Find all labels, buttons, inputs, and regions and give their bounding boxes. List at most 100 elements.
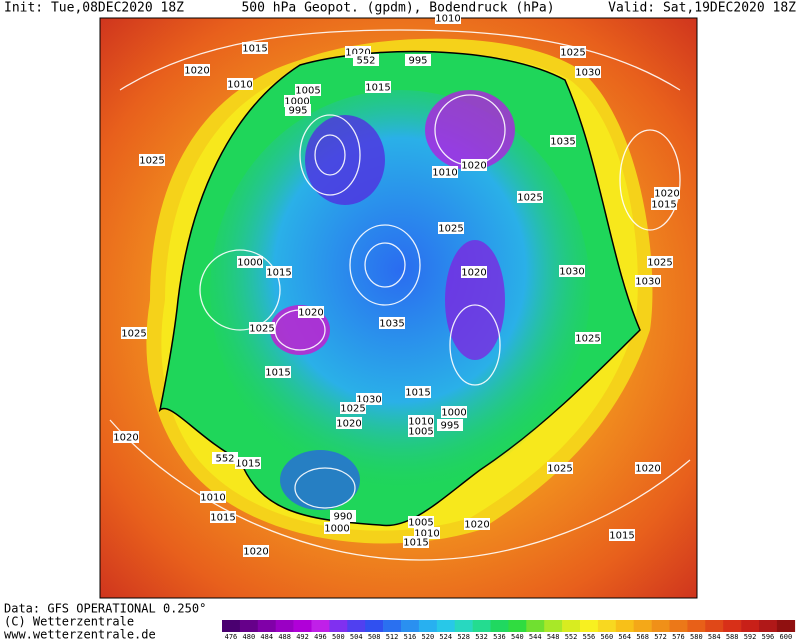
isobar-label-box [654, 187, 680, 199]
isobar-label-box [340, 402, 366, 414]
isobar-label-box [438, 222, 464, 234]
colorbar-label: 500 [332, 633, 345, 641]
colorbar-swatch [257, 620, 276, 632]
isobar-label-box [285, 104, 311, 116]
url: www.wetterzentrale.de [4, 628, 156, 642]
isobar-label-box [575, 332, 601, 344]
isobar-label-box [403, 536, 429, 548]
isobar-label: 1020 [345, 48, 370, 59]
isobar-label: 1000 [284, 97, 309, 108]
colorbar-label: 496 [314, 633, 327, 641]
init: Init: Tue,08DEC2020 18Z [4, 1, 184, 16]
isobar-label-box [408, 415, 434, 427]
colorbar-swatch [365, 620, 384, 632]
isobar-label-box [121, 327, 147, 339]
isobar-label: 1035 [379, 319, 404, 330]
isobar-label: 1015 [365, 83, 390, 94]
colorbar-swatch [633, 620, 652, 632]
colorbar-label: 520 [422, 633, 435, 641]
isobar-label: 995 [288, 106, 307, 117]
isobar-label: 1015 [405, 388, 430, 399]
isobar-label: 1025 [517, 193, 542, 204]
colorbar-label: 564 [618, 633, 631, 641]
isobar-label-box [324, 522, 350, 534]
isobar-label: 1020 [298, 308, 323, 319]
isobar-label: 1030 [635, 277, 660, 288]
colorbar-swatch [562, 620, 581, 632]
colorbar-swatch [418, 620, 438, 632]
isobar-label-box [609, 529, 635, 541]
isobar-label: 1010 [435, 14, 460, 25]
colorbar-label: 592 [744, 633, 757, 641]
isobar-label: 1005 [408, 518, 433, 529]
colorbar-label: 512 [386, 633, 399, 641]
isobar-label: 1030 [559, 267, 584, 278]
colorbar-label: 572 [654, 633, 667, 641]
map-frame [99, 17, 698, 599]
isobar-label: 1025 [547, 464, 572, 475]
colorbar-swatch [580, 620, 599, 632]
colorbar-label: 488 [278, 633, 291, 641]
colorbar-label: 560 [601, 633, 614, 641]
isobar-label-box [405, 386, 431, 398]
colorbar-swatch [651, 620, 670, 632]
isobar-label-box [635, 462, 661, 474]
colorbar-label: 588 [726, 633, 739, 641]
colorbar-swatch [723, 620, 742, 632]
colorbar-label: 600 [780, 633, 793, 641]
colorbar-label: 584 [708, 633, 721, 641]
isobar-label: 1020 [635, 464, 660, 475]
isobar-label: 1010 [227, 80, 252, 91]
isobar-label-box [210, 511, 236, 523]
isobar-label: 1025 [139, 156, 164, 167]
isobar-label-box [330, 510, 356, 522]
colorbar-swatch [436, 620, 455, 632]
isobar-label-box [336, 417, 362, 429]
isobar-label-box [266, 266, 292, 278]
isobar-label: 1020 [243, 547, 268, 558]
isobar-label: 995 [440, 421, 459, 432]
colorbar: 476 480 484 488 492 496 500 504 508 512 516 520 524 5… [222, 620, 796, 641]
isobar-label: 1010 [432, 168, 457, 179]
isobar-label: 995 [408, 56, 427, 67]
colorbar-label: 524 [439, 633, 452, 641]
isobar-label-box [113, 431, 139, 443]
isobar-label: 1020 [113, 433, 138, 444]
colorbar-swatch [222, 620, 241, 632]
isobar-label-box [295, 84, 321, 96]
colorbar-label: 528 [457, 633, 470, 641]
colorbar-label: 544 [529, 633, 542, 641]
isobar-label-box [365, 81, 391, 93]
colorbar-label: 492 [296, 633, 309, 641]
isobar-label: 1005 [295, 86, 320, 97]
isobar-label: 1015 [609, 531, 634, 542]
isobar-label: 1000 [441, 408, 466, 419]
colorbar-swatch [311, 620, 330, 632]
isobar-label: 1005 [408, 427, 433, 438]
isobar-label: 1025 [340, 404, 365, 415]
isobar-label: 1015 [242, 44, 267, 55]
isobar-label-box [237, 256, 263, 268]
colorbar-swatch [275, 620, 294, 632]
colorbar-swatch [741, 620, 760, 632]
isobar-label-box [200, 491, 226, 503]
colorbar-label: 540 [511, 633, 524, 641]
isobar-label: 1015 [235, 459, 260, 470]
isobar-label: 1010 [414, 529, 439, 540]
colorbar-swatch [705, 620, 724, 632]
isobar-label-box [353, 54, 379, 66]
isobar-label: 1015 [403, 538, 428, 549]
isobar-label-box [547, 462, 573, 474]
isobar-label-box [461, 159, 487, 171]
colorbar-swatch [759, 620, 778, 632]
isobar-label-box [408, 425, 434, 437]
colorbar-label: 476 [225, 633, 238, 641]
isobar-label-box [560, 46, 586, 58]
isobar-label-box [441, 406, 467, 418]
isobar-label-box [249, 322, 275, 334]
isobar-label: 1020 [461, 268, 486, 279]
isobar-label-box [212, 452, 238, 464]
colorbar-swatch [347, 620, 366, 632]
isobar-label: 1025 [575, 334, 600, 345]
colorbar-swatch [293, 620, 312, 632]
